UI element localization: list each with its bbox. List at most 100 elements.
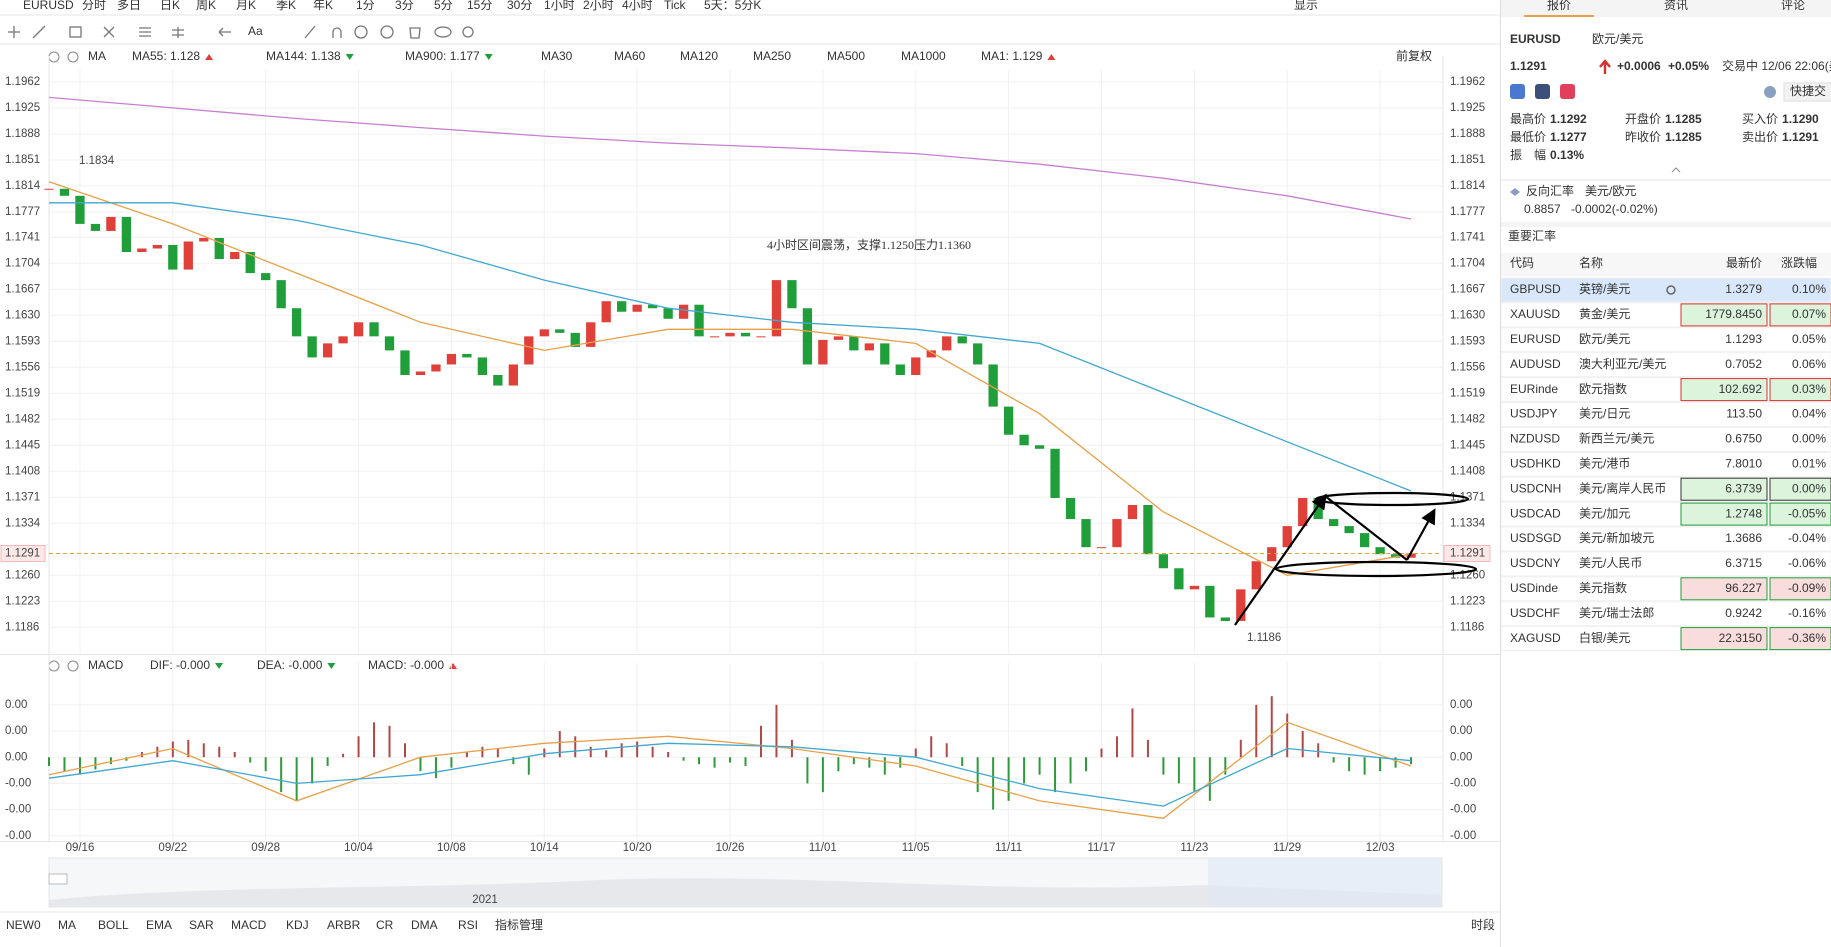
- indicator-button[interactable]: MA: [58, 918, 76, 932]
- period-button[interactable]: 1小时: [544, 0, 575, 12]
- channel-tool[interactable]: [139, 27, 151, 37]
- line-tool[interactable]: [32, 25, 46, 39]
- row-bg[interactable]: [1501, 352, 1831, 378]
- indicator-button[interactable]: RSI: [458, 918, 478, 932]
- row-bg[interactable]: [1501, 451, 1831, 477]
- period-button[interactable]: 月K: [236, 0, 256, 12]
- period-button[interactable]: 3分: [395, 0, 414, 12]
- period-button[interactable]: 2小时: [583, 0, 614, 12]
- candle: [617, 301, 627, 312]
- pen-tool[interactable]: [304, 25, 316, 39]
- rate-price: 102.692: [1719, 382, 1763, 396]
- icon-watch[interactable]: [1510, 84, 1525, 99]
- link-tool[interactable]: [434, 26, 452, 38]
- row-bg[interactable]: [1501, 526, 1831, 552]
- indicator-button[interactable]: DMA: [411, 918, 438, 932]
- icon-alert[interactable]: [1764, 86, 1776, 98]
- period-button[interactable]: 季K: [276, 0, 296, 12]
- indicator-button[interactable]: ARBR: [327, 918, 361, 932]
- y-tick-label: 1.1556: [5, 361, 40, 373]
- indicator-name[interactable]: MACD: [88, 658, 124, 672]
- row-bg[interactable]: [1501, 551, 1831, 577]
- period-button[interactable]: 1分: [356, 0, 375, 12]
- lock-tool[interactable]: [354, 25, 368, 39]
- candle: [988, 364, 998, 407]
- watch-eye-icon[interactable]: [1666, 285, 1676, 295]
- text-tool[interactable]: Aa: [248, 24, 263, 38]
- navigator-window[interactable]: [1208, 858, 1442, 907]
- period-button[interactable]: 15分: [467, 0, 492, 12]
- row-bg[interactable]: [1501, 402, 1831, 427]
- magnet-tool[interactable]: [332, 27, 342, 38]
- stat-value: 1.1285: [1665, 130, 1702, 144]
- rate-change: -0.06%: [1788, 556, 1826, 570]
- legend-item: MACD: -0.000: [368, 658, 444, 672]
- row-bg[interactable]: [1501, 426, 1831, 452]
- y-tick-label: 1.1741: [1450, 231, 1485, 243]
- indicator-button[interactable]: KDJ: [286, 918, 309, 932]
- period-button[interactable]: 5天：5分K: [704, 0, 761, 12]
- quote-panel: 报价 资讯 评论 EURUSD 欧元/美元 1.1291 +0.0006 +0.05% 交易中 …: [1501, 0, 1831, 652]
- row-bg[interactable]: [1501, 601, 1831, 627]
- fib-tool[interactable]: [103, 26, 115, 38]
- row-selected-bg[interactable]: [1501, 277, 1831, 303]
- y-tick-label: 1.1630: [5, 309, 40, 321]
- period-button[interactable]: 4小时: [622, 0, 653, 12]
- macd-bar: [450, 757, 453, 768]
- row-bg[interactable]: [1501, 327, 1831, 353]
- macd-bar: [326, 757, 329, 766]
- delete-tool[interactable]: [409, 27, 421, 39]
- shape-tool[interactable]: [69, 26, 82, 38]
- period-button[interactable]: Tick: [664, 0, 687, 12]
- candle: [1143, 505, 1153, 555]
- rate-change: 0.07%: [1792, 307, 1826, 321]
- indicator-button[interactable]: 指标管理: [495, 917, 543, 932]
- y-tick-label: 1.1223: [5, 595, 40, 607]
- hide-tool[interactable]: [380, 25, 394, 39]
- period-button[interactable]: 分时: [82, 0, 106, 12]
- panel-tab[interactable]: 报价: [1547, 0, 1571, 12]
- quick-trade-button[interactable]: 快捷交: [1790, 83, 1826, 98]
- period-button[interactable]: 5分: [434, 0, 453, 12]
- code-mask: [1570, 528, 1576, 550]
- period-button[interactable]: 日K: [160, 0, 180, 12]
- candle: [709, 336, 720, 338]
- close-icon[interactable]: [67, 51, 79, 63]
- measure-tool[interactable]: [172, 27, 184, 38]
- candle: [90, 223, 101, 231]
- indicator-button[interactable]: MACD: [231, 918, 267, 932]
- navigator-handle[interactable]: [48, 873, 68, 885]
- y-tick-label: 1.1186: [5, 621, 39, 633]
- indicator-button[interactable]: NEW0: [6, 918, 41, 932]
- symbol-tab[interactable]: EURUSD: [23, 0, 74, 12]
- rate-name: 欧元指数: [1579, 381, 1627, 396]
- collapse-chevron[interactable]: [1671, 167, 1681, 173]
- reverse-name[interactable]: 美元/欧元: [1585, 184, 1636, 198]
- display-menu[interactable]: 显示: [1294, 0, 1318, 12]
- period-button[interactable]: 周K: [196, 0, 216, 12]
- candle: [322, 343, 333, 358]
- period-button[interactable]: 年K: [313, 0, 333, 12]
- indicator-button[interactable]: CR: [376, 918, 394, 932]
- indicator-name[interactable]: MA: [88, 49, 106, 63]
- crosshair-tool[interactable]: [8, 26, 20, 38]
- indicator-button[interactable]: SAR: [189, 918, 214, 932]
- macd-bar: [434, 757, 437, 779]
- panel-tab[interactable]: 评论: [1781, 0, 1805, 12]
- indicator-button[interactable]: BOLL: [98, 918, 129, 932]
- adjust-button[interactable]: 前复权: [1396, 48, 1432, 63]
- panel-tab[interactable]: 资讯: [1664, 0, 1688, 12]
- period-button[interactable]: 多日: [117, 0, 141, 12]
- undo-tool[interactable]: [218, 27, 231, 37]
- indicator-button[interactable]: EMA: [146, 918, 172, 932]
- candle: [152, 244, 162, 249]
- settings-tool[interactable]: [462, 26, 474, 38]
- session-button[interactable]: 时段: [1471, 917, 1495, 932]
- quick-trade-box[interactable]: [1783, 82, 1831, 102]
- close-icon[interactable]: [67, 660, 79, 672]
- x-tick-label: 10/04: [344, 842, 373, 854]
- icon-news[interactable]: [1535, 84, 1550, 99]
- price-flash-box: [1680, 577, 1768, 601]
- period-button[interactable]: 30分: [507, 0, 532, 12]
- icon-favorite[interactable]: [1560, 84, 1575, 99]
